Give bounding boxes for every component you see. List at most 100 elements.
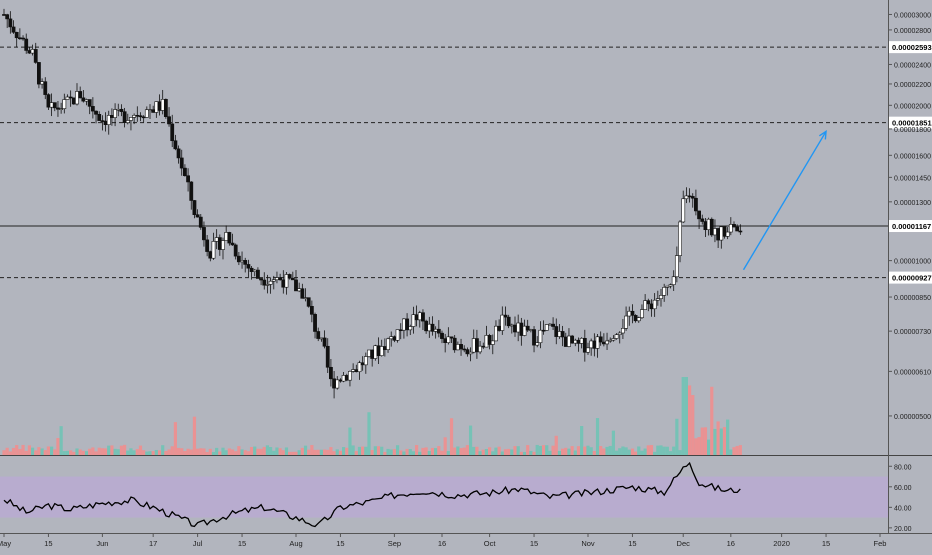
volume-bar bbox=[421, 447, 425, 455]
price-tick-label: 0.00002200 bbox=[894, 82, 931, 89]
candle-body bbox=[630, 310, 635, 316]
candle-body bbox=[655, 298, 660, 301]
candle-body bbox=[452, 337, 457, 351]
volume-bar bbox=[284, 447, 289, 455]
candle-body bbox=[636, 317, 641, 322]
candle-body bbox=[252, 269, 257, 272]
volume-bar bbox=[351, 445, 355, 455]
candle-body bbox=[513, 324, 517, 333]
volume-bar bbox=[113, 448, 117, 455]
volume-bar bbox=[215, 447, 219, 455]
volume-bar bbox=[249, 447, 254, 455]
time-tick-label: 15 bbox=[628, 539, 636, 548]
candle-body bbox=[414, 314, 419, 321]
price-level-label: 0.00001851 bbox=[892, 119, 932, 128]
volume-bar bbox=[586, 445, 590, 455]
candle-body bbox=[646, 300, 651, 305]
candle-body bbox=[433, 328, 438, 332]
volume-bar bbox=[446, 451, 450, 455]
candle-body bbox=[62, 99, 67, 109]
candle-body bbox=[144, 109, 149, 118]
volume-bar bbox=[697, 437, 701, 455]
candle-body bbox=[183, 167, 187, 177]
candle-body bbox=[468, 351, 473, 355]
candle-body bbox=[538, 329, 543, 344]
candle-body bbox=[506, 316, 511, 327]
volume-bar bbox=[383, 451, 387, 455]
volume-bar bbox=[548, 450, 552, 455]
candle-body bbox=[598, 336, 603, 343]
volume-bar bbox=[456, 446, 460, 455]
volume-bar bbox=[173, 422, 177, 455]
candle-body bbox=[592, 340, 597, 349]
volume-bar bbox=[621, 446, 625, 455]
volume-bar bbox=[148, 451, 152, 455]
candle-body bbox=[579, 337, 584, 344]
candle-body bbox=[287, 274, 292, 279]
volume-bar bbox=[605, 446, 609, 455]
candle-body bbox=[560, 331, 565, 338]
candle-body bbox=[570, 335, 575, 344]
candle-body bbox=[284, 274, 289, 288]
volume-bar bbox=[135, 449, 139, 455]
volume-bar bbox=[319, 449, 323, 455]
volume-bar bbox=[614, 450, 619, 455]
volume-bar bbox=[269, 447, 273, 455]
candle-body bbox=[249, 267, 254, 272]
candle-body bbox=[335, 379, 340, 389]
volume-bar bbox=[668, 451, 673, 455]
candle-body bbox=[217, 237, 222, 250]
candle-body bbox=[363, 356, 368, 366]
volume-bar bbox=[522, 451, 527, 455]
candle-body bbox=[297, 288, 302, 292]
volume-bar bbox=[196, 448, 200, 455]
volume-bar bbox=[97, 447, 101, 455]
candle-body bbox=[563, 336, 568, 347]
volume-bar bbox=[526, 445, 530, 455]
volume-bar bbox=[221, 447, 225, 455]
candle-body bbox=[129, 117, 133, 121]
candle-body bbox=[43, 81, 48, 95]
volume-bar bbox=[611, 430, 615, 455]
candle-body bbox=[132, 114, 137, 118]
volume-bar bbox=[2, 450, 6, 455]
candle-body bbox=[455, 344, 460, 351]
candle-body bbox=[294, 279, 298, 292]
candle-body bbox=[719, 226, 724, 241]
volume-bar bbox=[738, 445, 742, 455]
candle-body bbox=[411, 314, 416, 327]
price-tick-label: 0.00003000 bbox=[894, 12, 931, 19]
candle-body bbox=[621, 328, 625, 334]
candle-body bbox=[382, 346, 387, 350]
candle-body bbox=[135, 114, 140, 117]
candle-body bbox=[154, 101, 159, 113]
time-tick-label: 16 bbox=[727, 539, 735, 548]
volume-bar bbox=[564, 447, 568, 455]
volume-bar bbox=[649, 445, 654, 455]
volume-bar bbox=[154, 449, 158, 455]
price-level-label: 0.00001167 bbox=[892, 222, 931, 231]
volume-bar bbox=[116, 449, 120, 455]
time-tick-label: Jun bbox=[96, 539, 108, 548]
candle-body bbox=[341, 375, 346, 382]
candle-body bbox=[424, 320, 429, 332]
volume-bar bbox=[478, 451, 482, 455]
volume-bar bbox=[468, 425, 473, 455]
volume-bar bbox=[608, 445, 612, 455]
volume-bar bbox=[494, 447, 498, 455]
candle-body bbox=[735, 226, 740, 232]
volume-bar bbox=[46, 446, 51, 455]
volume-bar bbox=[554, 435, 558, 455]
candle-body bbox=[167, 116, 171, 125]
volume-bar bbox=[265, 445, 270, 455]
candle-body bbox=[386, 338, 390, 350]
time-tick-label: Dec bbox=[677, 539, 691, 548]
volume-bar bbox=[437, 446, 441, 455]
candle-body bbox=[389, 336, 394, 340]
candle-body bbox=[674, 255, 679, 278]
candle-body bbox=[325, 345, 330, 368]
candle-body bbox=[519, 322, 524, 336]
